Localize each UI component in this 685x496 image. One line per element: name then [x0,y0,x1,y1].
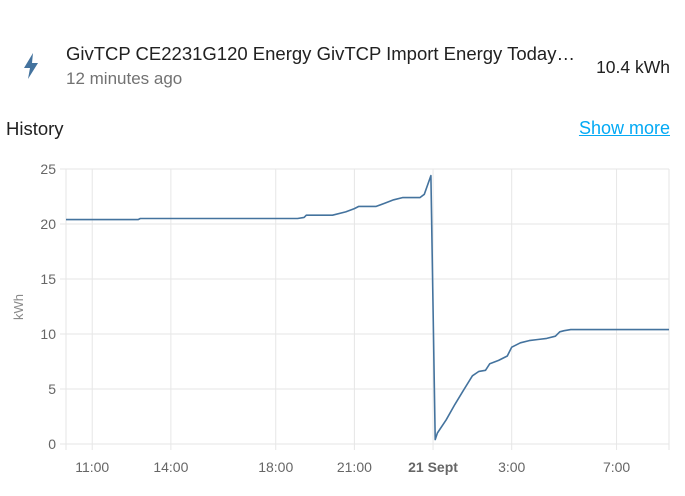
y-axis-ticks: 0 5 10 15 20 25 [40,161,56,452]
y-tick-label: 25 [40,161,56,177]
entity-state: 10.4 kWh [596,57,670,77]
y-tick-label: 15 [40,271,56,287]
chart-grid [60,168,670,450]
x-tick-label: 3:00 [498,459,525,475]
x-tick-label: 11:00 [75,459,109,475]
entity-name: GivTCP CE2231G120 Energy GivTCP Import E… [66,43,576,64]
y-tick-label: 5 [48,381,56,397]
entity-row[interactable]: GivTCP CE2231G120 Energy GivTCP Import E… [0,38,685,94]
x-tick-label: 21:00 [337,459,372,475]
y-tick-label: 0 [48,436,56,452]
x-tick-label: 18:00 [258,459,293,475]
history-title: History [6,118,64,139]
x-axis-ticks: 11:00 14:00 18:00 21:00 21 Sept 3:00 7:00 [75,459,630,475]
series-line[interactable] [66,174,669,441]
show-more-link[interactable]: Show more [578,118,670,138]
x-tick-label: 7:00 [603,459,630,475]
y-axis-label: kWh [11,294,26,320]
entity-last-changed: 12 minutes ago [66,69,183,88]
chart-series [66,174,669,441]
x-tick-label: 21 Sept [408,459,458,475]
history-chart[interactable]: 0 5 10 15 20 25 11:00 14:00 18:00 21:00 21 Sept 3:… [0,150,685,490]
y-tick-label: 20 [40,216,56,232]
x-tick-label: 14:00 [153,459,188,475]
y-tick-label: 10 [40,326,56,342]
flash-icon [24,53,38,79]
